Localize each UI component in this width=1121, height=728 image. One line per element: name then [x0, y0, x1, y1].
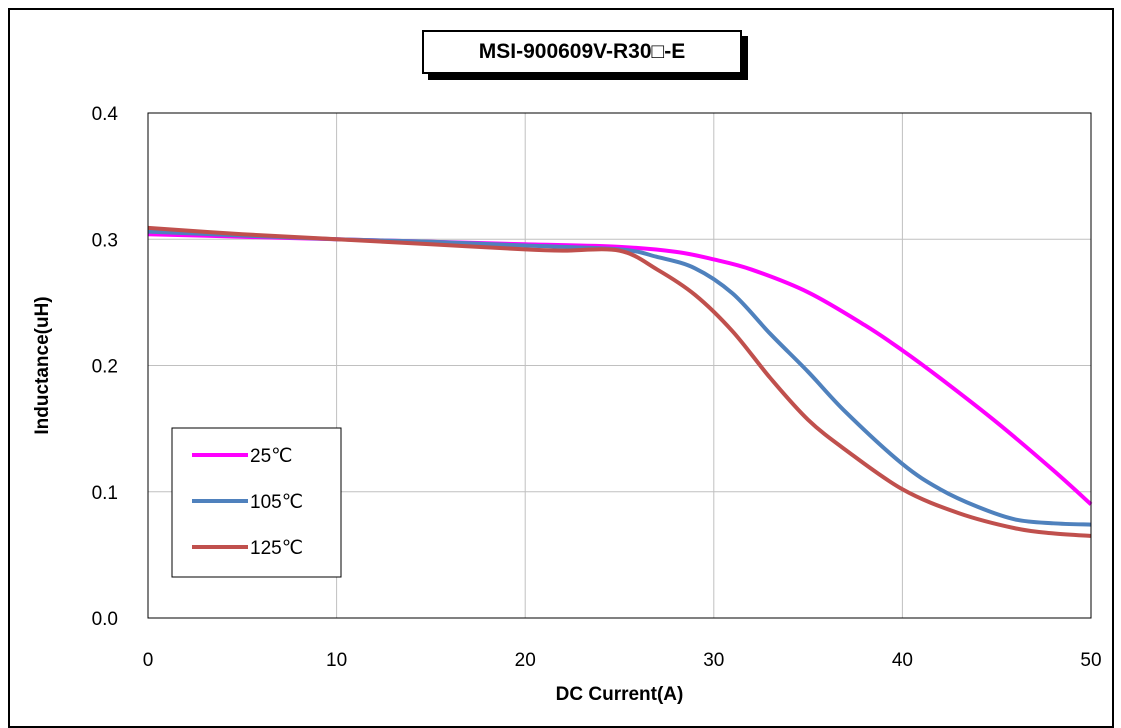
- tick-labels: 0 10 20 30 40 50 0.0 0.1 0.2 0.3 0.4: [92, 104, 1102, 671]
- legend: 25℃ 105℃ 125℃: [171, 427, 342, 578]
- x-tick-label: 50: [1080, 650, 1101, 671]
- series-line-2: [147, 225, 1092, 538]
- x-tick-label: 30: [703, 650, 724, 671]
- plot-area-border: [147, 112, 1092, 619]
- x-tick-label: 10: [326, 650, 347, 671]
- y-tick-label: 0.2: [92, 357, 118, 378]
- x-tick-label: 0: [143, 650, 154, 671]
- chart-title: MSI-900609V-R30□-E: [478, 40, 686, 63]
- y-tick-label: 0.3: [92, 230, 118, 251]
- chart-title-box: MSI-900609V-R30□-E: [422, 30, 742, 74]
- legend-label: 105℃: [250, 492, 303, 513]
- legend-label: 25℃: [250, 446, 292, 467]
- series-lines: [147, 225, 1093, 538]
- x-tick-label: 40: [892, 650, 913, 671]
- y-tick-label: 0.0: [92, 609, 118, 630]
- x-axis-title: DC Current(A): [556, 684, 684, 705]
- x-tick-label: 20: [515, 650, 536, 671]
- legend-label: 125℃: [250, 538, 303, 559]
- y-tick-label: 0.1: [92, 483, 118, 504]
- y-axis-title: Inductance(uH): [32, 296, 53, 434]
- y-tick-label: 0.4: [92, 104, 119, 125]
